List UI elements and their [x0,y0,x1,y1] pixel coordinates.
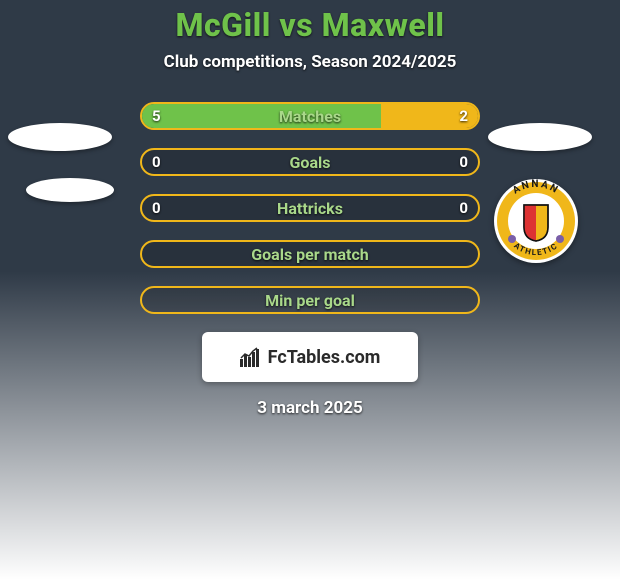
stat-label: Goals [142,150,478,174]
content-root: McGill vs Maxwell Club competitions, Sea… [0,0,620,580]
date-text: 3 march 2025 [0,398,620,418]
stat-row: Hattricks0 0 [140,194,480,222]
stat-value-left: 0 [152,196,161,220]
brand-bars-icon [240,347,262,367]
title-right: Maxwell [322,6,445,44]
stat-row: Goals per match [140,240,480,268]
stat-value-left: 0 [152,150,161,174]
stat-label: Matches [142,104,478,128]
stat-value-right: 2 [459,104,468,128]
title-vs: vs [271,6,322,44]
stat-label: Hattricks [142,196,478,220]
brand-text: FcTables.com [268,347,381,368]
stat-value-right: 0 [459,196,468,220]
page-title: McGill vs Maxwell [0,6,620,44]
stat-value-left: 5 [152,104,161,128]
title-left: McGill [175,6,270,44]
stat-row: Goals0 0 [140,148,480,176]
stat-row: Matches5 2 [140,102,480,130]
subtitle: Club competitions, Season 2024/2025 [0,52,620,72]
stat-row: Min per goal [140,286,480,314]
comparison-rows: Matches52Goals00Hattricks00Goals per mat… [140,102,480,314]
brand-box[interactable]: FcTables.com [202,332,418,382]
stat-label: Goals per match [142,242,478,266]
stat-value-right: 0 [459,150,468,174]
stat-label: Min per goal [142,288,478,312]
